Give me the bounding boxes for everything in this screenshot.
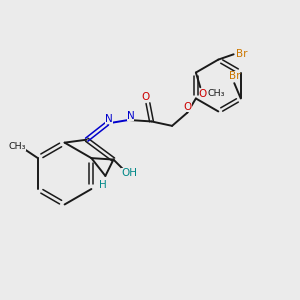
Text: OH: OH xyxy=(121,168,137,178)
Text: CH₃: CH₃ xyxy=(208,89,225,98)
Text: O: O xyxy=(183,102,191,112)
Text: N: N xyxy=(127,110,134,121)
Text: O: O xyxy=(142,92,150,102)
Text: H: H xyxy=(99,180,107,190)
Text: Br: Br xyxy=(229,71,240,81)
Text: O: O xyxy=(199,89,207,99)
Text: N: N xyxy=(106,114,113,124)
Text: Br: Br xyxy=(236,49,248,59)
Text: CH₃: CH₃ xyxy=(8,142,26,152)
